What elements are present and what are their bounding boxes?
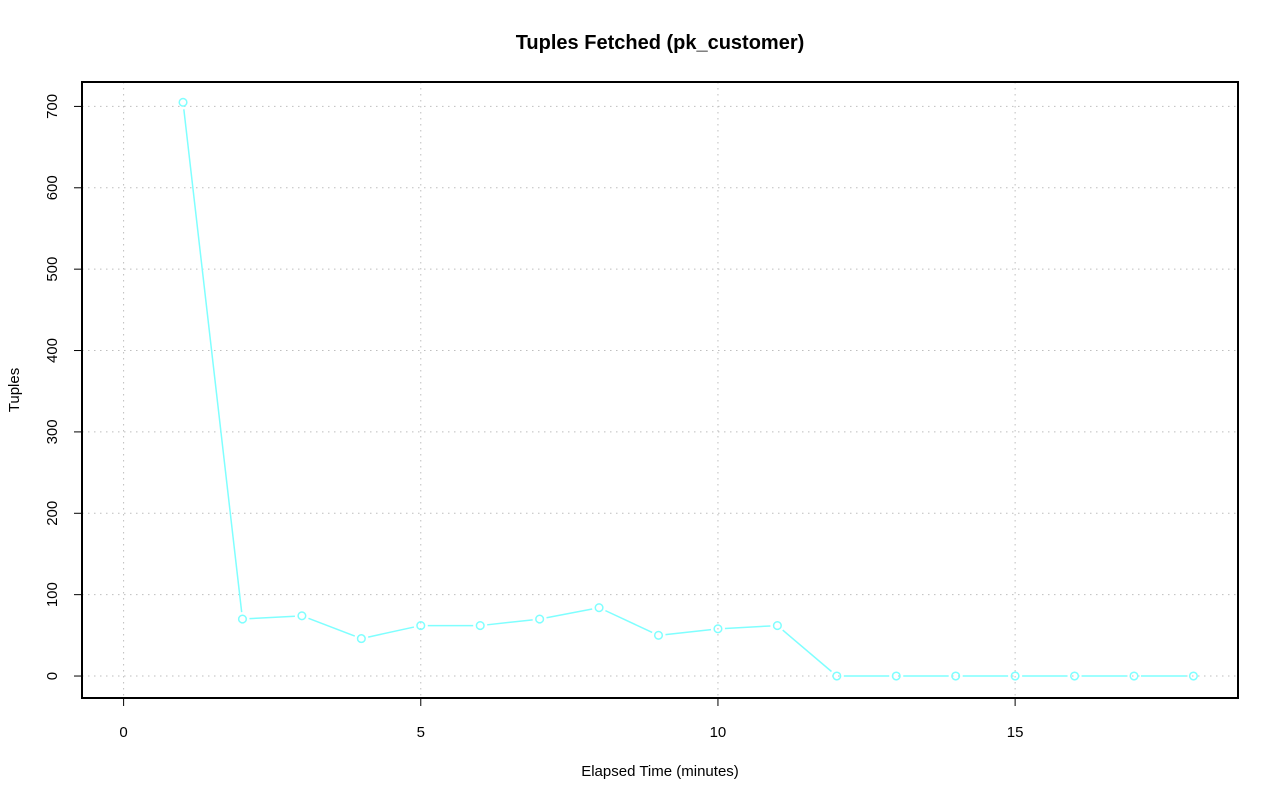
data-point	[535, 614, 545, 624]
data-point	[1010, 671, 1020, 681]
data-point	[475, 621, 485, 631]
x-tick-label: 5	[417, 724, 425, 741]
series-line-segment	[782, 629, 832, 673]
data-point	[1129, 671, 1139, 681]
series-line-segment	[724, 625, 771, 630]
data-point	[653, 630, 664, 640]
series-line-segment	[546, 608, 593, 619]
data-point	[1070, 671, 1080, 681]
plot-frame	[81, 81, 1239, 699]
y-tick-label: 200	[44, 501, 61, 526]
y-tick-label: 100	[44, 582, 61, 607]
series-line-segment	[368, 626, 415, 638]
y-tick-label: 300	[44, 419, 61, 444]
data-point	[772, 621, 782, 631]
series-line-segment	[605, 609, 653, 634]
y-tick-label: 700	[44, 94, 61, 119]
data-point	[951, 671, 961, 681]
y-axis-label: Tuples	[6, 368, 23, 412]
chart-title: Tuples Fetched (pk_customer)	[516, 32, 805, 54]
y-axis-ticks: 0 100 200 300 400 500 600 700	[44, 94, 82, 680]
series-line-segment	[487, 619, 533, 626]
data-point	[713, 624, 723, 634]
data-point	[356, 634, 366, 644]
data-point	[832, 671, 842, 681]
data-point	[1188, 671, 1198, 681]
y-tick-label: 600	[44, 175, 61, 200]
series-line-segment	[249, 615, 295, 620]
series-line-segment	[183, 109, 243, 613]
data-point	[891, 671, 901, 681]
x-tick-label: 0	[119, 724, 127, 741]
y-tick-label: 0	[44, 672, 61, 680]
data-point	[416, 621, 426, 631]
x-tick-label: 10	[710, 724, 727, 741]
y-tick-label: 400	[44, 338, 61, 363]
series-line-segment	[308, 617, 356, 637]
data-series	[178, 97, 1198, 681]
data-point	[297, 611, 307, 621]
data-point	[594, 603, 604, 613]
x-axis-ticks: 0 5 10 15	[119, 698, 1023, 741]
data-point	[178, 97, 188, 107]
grid-lines	[82, 82, 1238, 698]
x-tick-label: 15	[1007, 724, 1024, 741]
y-tick-label: 500	[44, 257, 61, 282]
x-axis-label: Elapsed Time (minutes)	[581, 763, 739, 780]
series-line-segment	[665, 628, 712, 636]
data-point	[237, 614, 248, 624]
